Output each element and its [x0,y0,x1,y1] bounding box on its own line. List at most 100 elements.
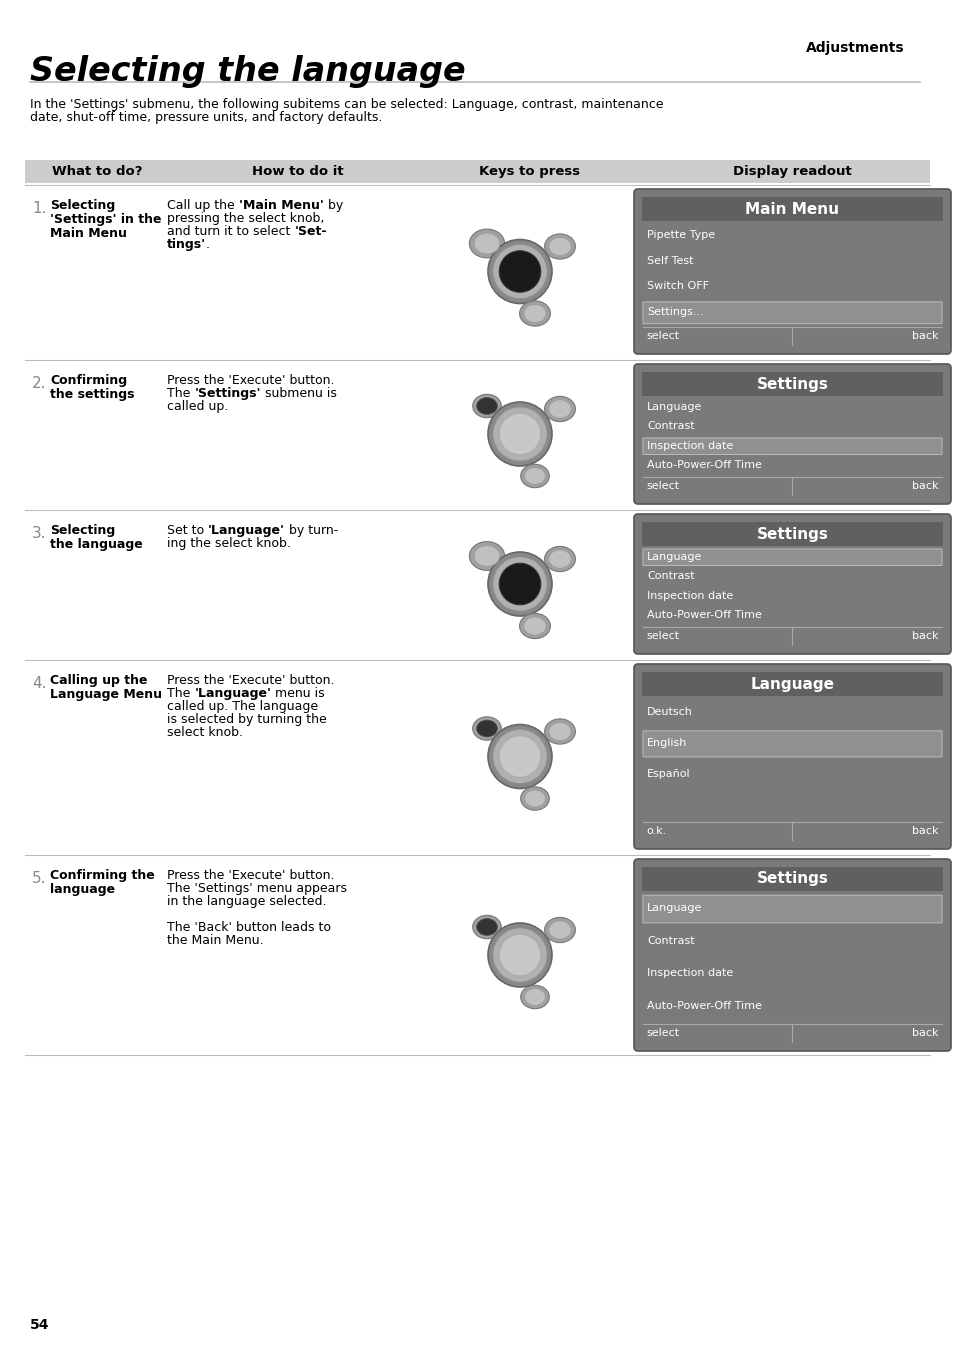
Bar [25,160,929,183]
Text: select: select [645,330,679,341]
Text: Language: Language [750,677,834,692]
FancyBboxPatch shape [634,858,950,1051]
Text: called up. The language: called up. The language [167,700,317,714]
Ellipse shape [519,301,550,326]
Text: back: back [911,631,938,640]
Ellipse shape [548,237,571,256]
Ellipse shape [523,305,546,322]
Text: Self Test: Self Test [646,256,693,265]
Text: 'Settings': 'Settings' [194,387,260,399]
Text: Settings: Settings [756,872,827,887]
Text: Contrast: Contrast [646,571,694,581]
Text: select knob.: select knob. [167,726,243,739]
Text: is selected by turning the: is selected by turning the [167,714,327,726]
Text: Language: Language [646,402,701,412]
Ellipse shape [474,233,499,255]
Ellipse shape [548,921,571,940]
Text: Settings: Settings [756,376,827,391]
Text: Adjustments: Adjustments [805,41,904,56]
Text: Press the 'Execute' button.: Press the 'Execute' button. [167,374,335,387]
FancyBboxPatch shape [634,190,950,353]
FancyBboxPatch shape [634,663,950,849]
Ellipse shape [493,244,547,299]
FancyBboxPatch shape [642,731,941,757]
Ellipse shape [476,398,497,414]
Text: Keys to press: Keys to press [479,165,580,177]
Ellipse shape [548,723,571,741]
FancyBboxPatch shape [641,672,942,696]
Ellipse shape [488,923,552,987]
Text: 'Settings' in the: 'Settings' in the [50,213,161,226]
Text: 1.: 1. [32,200,47,217]
Text: Main Menu: Main Menu [50,227,127,240]
Text: 2.: 2. [32,376,47,391]
Text: called up.: called up. [167,399,228,413]
Text: Press the 'Execute' button.: Press the 'Execute' button. [167,869,335,881]
Ellipse shape [544,234,575,259]
Ellipse shape [488,402,552,466]
Text: 'Main Menu': 'Main Menu' [238,199,323,213]
Text: The 'Settings' menu appears: The 'Settings' menu appears [167,881,347,895]
Text: back: back [911,330,938,341]
Text: Switch OFF: Switch OFF [646,282,708,291]
Ellipse shape [519,613,550,639]
Ellipse shape [544,918,575,942]
Ellipse shape [524,988,545,1006]
Text: Language: Language [646,903,701,913]
Ellipse shape [474,546,499,566]
Text: Auto-Power-Off Time: Auto-Power-Off Time [646,1001,761,1010]
FancyBboxPatch shape [642,548,941,566]
Text: select: select [645,631,679,640]
Text: Main Menu: Main Menu [744,202,839,217]
Text: 4.: 4. [32,676,47,691]
Ellipse shape [548,399,571,418]
Ellipse shape [544,719,575,745]
Text: The: The [167,686,194,700]
Text: menu is: menu is [271,686,325,700]
Text: in the language selected.: in the language selected. [167,895,326,909]
FancyBboxPatch shape [634,364,950,504]
Ellipse shape [476,720,497,737]
Text: How to do it: How to do it [252,165,343,177]
Ellipse shape [520,787,549,810]
Text: Display readout: Display readout [732,165,851,177]
Ellipse shape [472,394,500,417]
Ellipse shape [524,467,545,485]
Ellipse shape [498,563,540,605]
Ellipse shape [476,918,497,936]
Ellipse shape [544,397,575,421]
Text: the Main Menu.: the Main Menu. [167,934,263,946]
Text: Auto-Power-Off Time: Auto-Power-Off Time [646,460,761,470]
Ellipse shape [472,915,500,938]
Text: the settings: the settings [50,389,134,401]
Text: Pipette Type: Pipette Type [646,230,715,240]
Ellipse shape [498,934,540,976]
Ellipse shape [498,250,540,292]
FancyBboxPatch shape [634,515,950,654]
Ellipse shape [488,724,552,788]
Text: The 'Back' button leads to: The 'Back' button leads to [167,921,331,934]
FancyBboxPatch shape [641,196,942,221]
Text: by: by [323,199,342,213]
Text: What to do?: What to do? [52,165,143,177]
Ellipse shape [469,229,504,257]
Text: Contrast: Contrast [646,936,694,945]
Ellipse shape [493,556,547,611]
Ellipse shape [520,464,549,487]
FancyBboxPatch shape [641,867,942,891]
Text: Selecting: Selecting [50,524,115,538]
Text: Confirming: Confirming [50,374,127,387]
Text: 'Language': 'Language' [208,524,285,538]
Text: Settings...: Settings... [646,307,703,317]
Text: Selecting the language: Selecting the language [30,56,465,88]
Text: the language: the language [50,538,143,551]
Text: Set to: Set to [167,524,208,538]
Text: Inspection date: Inspection date [646,441,733,451]
FancyBboxPatch shape [642,437,941,455]
Text: 5.: 5. [32,871,47,886]
Text: back: back [911,826,938,835]
Ellipse shape [548,550,571,569]
Ellipse shape [498,413,540,455]
Ellipse shape [544,547,575,571]
Text: Confirming the: Confirming the [50,869,154,881]
